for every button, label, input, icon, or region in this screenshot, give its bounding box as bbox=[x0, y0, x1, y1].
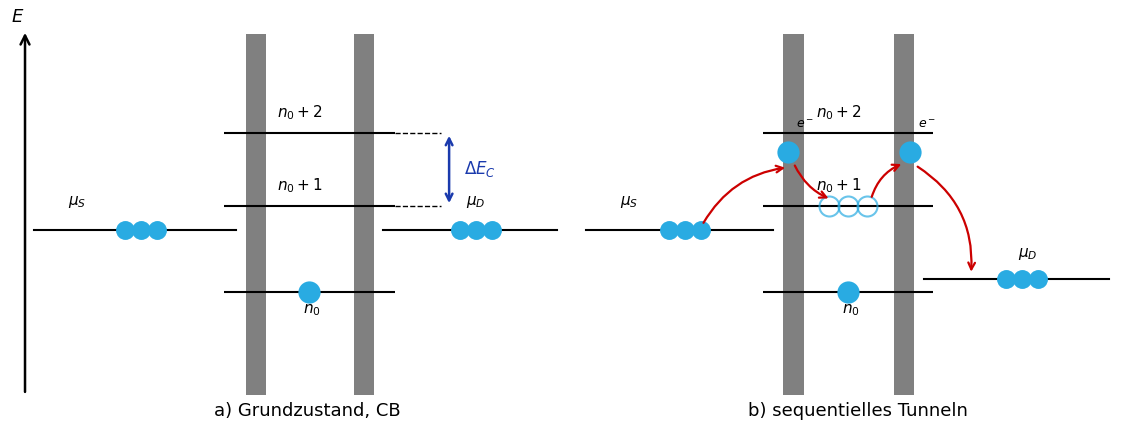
Text: a) Grundzustand, CB: a) Grundzustand, CB bbox=[214, 402, 400, 420]
Text: $n_0+1$: $n_0+1$ bbox=[277, 176, 323, 195]
Text: $n_0+2$: $n_0+2$ bbox=[816, 103, 862, 122]
Text: b) sequentielles Tunneln: b) sequentielles Tunneln bbox=[748, 402, 969, 420]
Text: $n_0+1$: $n_0+1$ bbox=[816, 176, 862, 195]
Text: $\mu_D$: $\mu_D$ bbox=[466, 194, 485, 210]
Text: $e^-$: $e^-$ bbox=[918, 118, 936, 131]
Text: $\mu_D$: $\mu_D$ bbox=[1018, 246, 1037, 262]
Text: $\Delta E_C$: $\Delta E_C$ bbox=[464, 160, 496, 179]
Text: E: E bbox=[11, 8, 23, 26]
Text: $\mu_S$: $\mu_S$ bbox=[68, 194, 86, 210]
Text: $n_0+2$: $n_0+2$ bbox=[277, 103, 323, 122]
Text: $\mu_S$: $\mu_S$ bbox=[620, 194, 638, 210]
Bar bbox=[354, 34, 374, 395]
Bar bbox=[894, 34, 914, 395]
Bar bbox=[246, 34, 266, 395]
Bar bbox=[783, 34, 804, 395]
Text: $n_0$: $n_0$ bbox=[841, 302, 860, 318]
Text: $n_0$: $n_0$ bbox=[302, 302, 321, 318]
Text: $e^-$: $e^-$ bbox=[796, 118, 814, 131]
